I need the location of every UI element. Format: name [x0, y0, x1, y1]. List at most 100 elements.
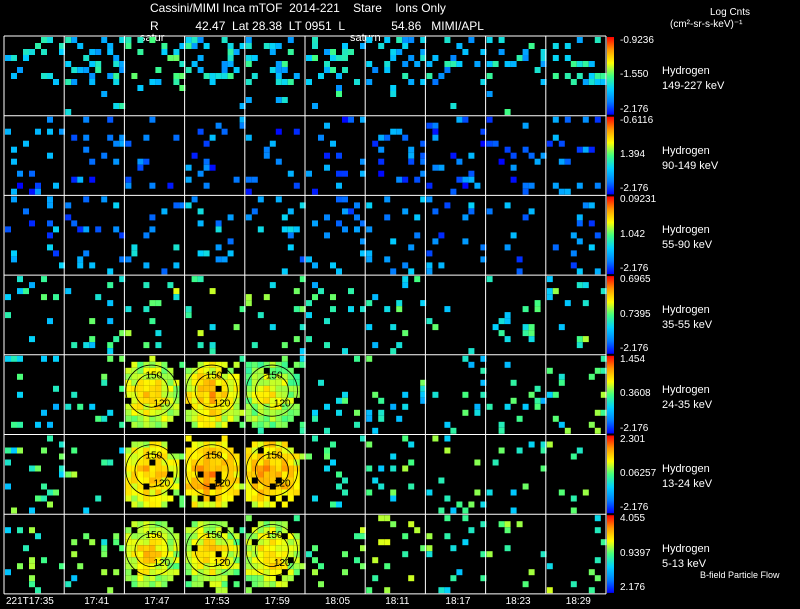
heatmap-pixel	[251, 342, 258, 349]
heatmap-pixel	[137, 539, 144, 546]
heatmap-pixel	[594, 116, 601, 123]
heatmap-pixel	[245, 379, 252, 386]
heatmap-pixel	[540, 61, 547, 67]
heatmap-pixel	[540, 49, 547, 55]
heatmap-pixel	[65, 288, 72, 295]
heatmap-pixel	[372, 575, 379, 582]
heatmap-pixel	[137, 409, 144, 416]
heatmap-pixel	[143, 521, 150, 528]
heatmap-pixel	[107, 300, 114, 307]
heatmap-pixel	[263, 551, 270, 558]
heatmap-pixel	[426, 262, 433, 269]
heatmap-pixel	[263, 409, 270, 416]
heatmap-pixel	[293, 539, 300, 546]
heatmap-pixel	[396, 415, 403, 422]
heatmap-pixel	[360, 527, 366, 534]
heatmap-pixel	[125, 379, 132, 386]
heatmap-pixel	[155, 501, 162, 508]
heatmap-pixel	[191, 557, 198, 564]
heatmap-pixel	[245, 533, 252, 540]
heatmap-pixel	[275, 521, 282, 528]
heatmap-pixel	[504, 244, 511, 251]
heatmap-pixel	[251, 397, 258, 404]
heatmap-pixel	[197, 563, 204, 570]
heatmap-pixel	[257, 403, 264, 410]
heatmap-pixel	[17, 355, 23, 362]
heatmap-pixel	[504, 61, 511, 67]
heatmap-pixel	[263, 533, 270, 540]
heatmap-pixel	[167, 477, 174, 484]
heatmap-pixel	[215, 575, 222, 582]
heatmap-pixel	[588, 220, 595, 227]
heatmap-pixel	[269, 489, 276, 496]
heatmap-pixel	[480, 140, 487, 147]
heatmap-pixel	[239, 409, 246, 416]
heatmap-pixel	[47, 196, 53, 203]
heatmap-pixel	[209, 134, 216, 141]
heatmap-pixel	[41, 49, 47, 55]
heatmap-pixel	[233, 465, 240, 472]
heatmap-pixel	[119, 37, 126, 43]
heatmap-pixel	[257, 196, 264, 203]
heatmap-cell	[366, 435, 415, 502]
heatmap-pixel	[17, 527, 23, 534]
heatmap-pixel	[245, 176, 252, 183]
heatmap-pixel	[155, 403, 162, 410]
heatmap-pixel	[35, 465, 41, 472]
heatmap-pixel	[275, 581, 282, 588]
heatmap-pixel	[101, 569, 108, 576]
heatmap-pixel	[233, 324, 240, 331]
heatmap-pixel	[372, 294, 379, 301]
heatmap-pixel	[408, 55, 415, 61]
heatmap-pixel	[155, 521, 162, 528]
heatmap-pixel	[215, 495, 222, 502]
heatmap-pixel	[209, 465, 216, 472]
heatmap-pixel	[366, 250, 373, 257]
heatmap-pixel	[384, 539, 391, 546]
heatmap-pixel	[245, 97, 252, 103]
heatmap-pixel	[185, 415, 192, 422]
heatmap-pixel	[71, 176, 78, 183]
heatmap-pixel	[203, 409, 210, 416]
heatmap-pixel	[420, 79, 427, 85]
heatmap-pixel	[149, 557, 156, 564]
heatmap-pixel	[426, 73, 433, 79]
heatmap-pixel	[366, 61, 373, 67]
heatmap-cell	[65, 37, 126, 115]
heatmap-pixel	[197, 527, 204, 534]
heatmap-pixel	[191, 459, 198, 466]
heatmap-pixel	[245, 575, 252, 582]
heatmap-pixel	[414, 61, 421, 67]
heatmap-pixel	[107, 282, 114, 289]
heatmap-pixel	[245, 397, 252, 404]
heatmap-cell	[5, 355, 59, 428]
heatmap-pixel	[209, 471, 216, 478]
time-tick-label: 17:41	[84, 596, 110, 607]
heatmap-pixel	[29, 49, 35, 55]
heatmap-pixel	[167, 459, 174, 466]
heatmap-pixel	[366, 489, 373, 496]
heatmap-cell	[552, 37, 607, 85]
heatmap-pixel	[89, 158, 96, 165]
heatmap-cell	[185, 116, 246, 189]
heatmap-pixel	[137, 575, 144, 582]
heatmap-pixel	[474, 182, 481, 189]
heatmap-pixel	[83, 116, 90, 123]
heatmap-pixel	[245, 134, 252, 141]
heatmap-pixel	[534, 397, 541, 404]
heatmap-pixel	[227, 495, 234, 502]
heatmap-pixel	[155, 489, 162, 496]
heatmap-pixel	[71, 391, 78, 398]
heatmap-pixel	[384, 587, 391, 594]
heatmap-cell	[125, 37, 186, 91]
heatmap-pixel	[155, 367, 162, 374]
heatmap-pixel	[41, 409, 47, 416]
time-tick-label: 18:05	[325, 596, 351, 607]
heatmap-pixel	[534, 300, 541, 307]
heatmap-pixel	[185, 385, 192, 392]
heatmap-pixel	[408, 575, 415, 582]
heatmap-pixel	[209, 447, 216, 454]
heatmap-pixel	[77, 176, 84, 183]
heatmap-pixel	[474, 459, 481, 466]
heatmap-pixel	[390, 453, 397, 460]
